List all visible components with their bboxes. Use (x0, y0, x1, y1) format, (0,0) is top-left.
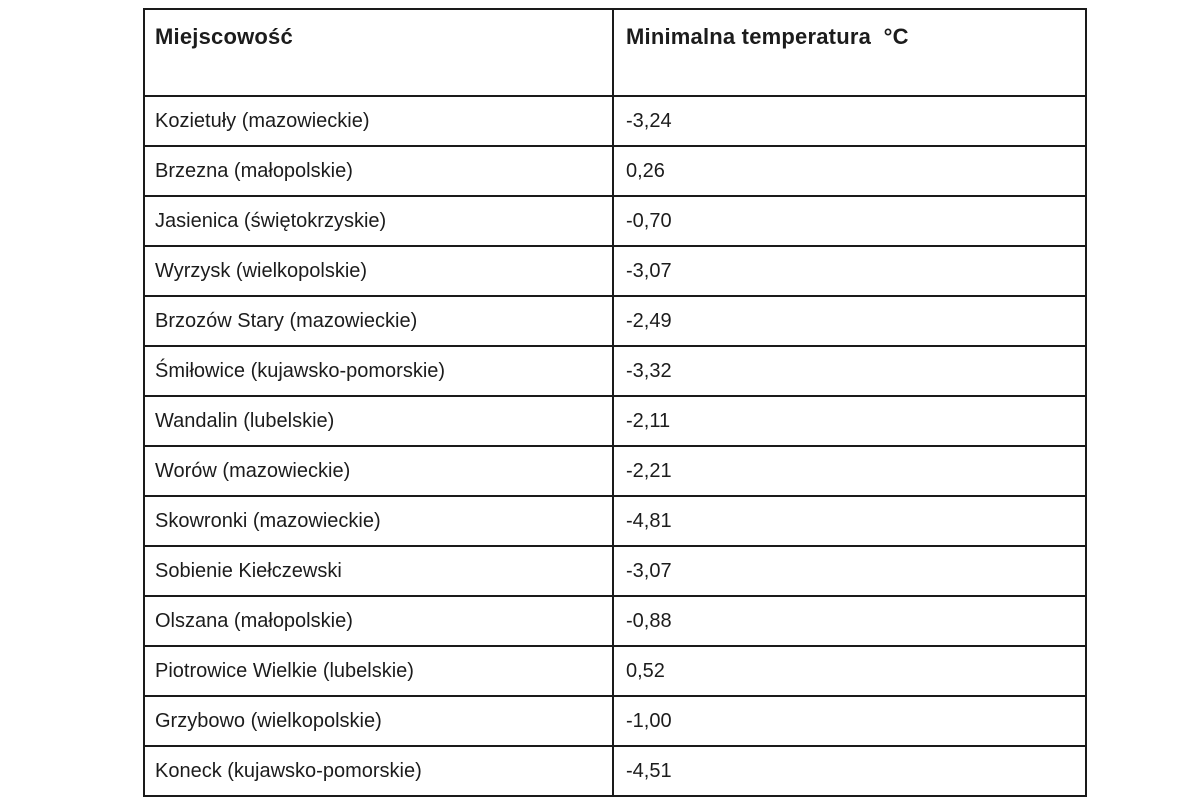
min-temperature-cell: -3,07 (612, 245, 1087, 297)
table-row: Sobienie Kiełczewski -3,07 (143, 545, 1087, 597)
min-temperature-cell: 0,52 (612, 645, 1087, 697)
table-row: Wyrzysk (wielkopolskie) -3,07 (143, 245, 1087, 297)
locality-cell: Wyrzysk (wielkopolskie) (143, 245, 614, 297)
min-temperature-cell: -2,11 (612, 395, 1087, 447)
min-temperature-cell: -0,70 (612, 195, 1087, 247)
min-temperature-cell: -3,07 (612, 545, 1087, 597)
table-row: Brzozów Stary (mazowieckie) -2,49 (143, 295, 1087, 347)
locality-cell: Wandalin (lubelskie) (143, 395, 614, 447)
min-temperature-cell: -2,49 (612, 295, 1087, 347)
table-row: Skowronki (mazowieckie) -4,81 (143, 495, 1087, 547)
table-row: Kozietuły (mazowieckie) -3,24 (143, 95, 1087, 147)
min-temperature-cell: -3,32 (612, 345, 1087, 397)
locality-cell: Śmiłowice (kujawsko-pomorskie) (143, 345, 614, 397)
min-temperature-cell: -0,88 (612, 595, 1087, 647)
table-row: Wandalin (lubelskie) -2,11 (143, 395, 1087, 447)
table-row: Olszana (małopolskie) -0,88 (143, 595, 1087, 647)
table-row: Śmiłowice (kujawsko-pomorskie) -3,32 (143, 345, 1087, 397)
locality-cell: Olszana (małopolskie) (143, 595, 614, 647)
min-temperature-cell: -1,00 (612, 695, 1087, 747)
header-row: Miejscowość Minimalna temperatura °C (143, 8, 1087, 97)
locality-cell: Koneck (kujawsko-pomorskie) (143, 745, 614, 797)
min-temperature-cell: -2,21 (612, 445, 1087, 497)
table-body: Kozietuły (mazowieckie) -3,24 Brzezna (m… (143, 95, 1087, 797)
locality-cell: Brzozów Stary (mazowieckie) (143, 295, 614, 347)
locality-cell: Worów (mazowieckie) (143, 445, 614, 497)
locality-cell: Piotrowice Wielkie (lubelskie) (143, 645, 614, 697)
temperature-table: Miejscowość Minimalna temperatura °C Koz… (143, 8, 1087, 797)
locality-cell: Jasienica (świętokrzyskie) (143, 195, 614, 247)
table-row: Brzezna (małopolskie) 0,26 (143, 145, 1087, 197)
table-row: Grzybowo (wielkopolskie) -1,00 (143, 695, 1087, 747)
column-header-locality: Miejscowość (143, 8, 614, 97)
min-temperature-cell: -4,81 (612, 495, 1087, 547)
temperature-table-container: Miejscowość Minimalna temperatura °C Koz… (143, 8, 1087, 797)
table-row: Koneck (kujawsko-pomorskie) -4,51 (143, 745, 1087, 797)
locality-cell: Kozietuły (mazowieckie) (143, 95, 614, 147)
min-temperature-cell: 0,26 (612, 145, 1087, 197)
locality-cell: Grzybowo (wielkopolskie) (143, 695, 614, 747)
locality-cell: Brzezna (małopolskie) (143, 145, 614, 197)
min-temperature-cell: -3,24 (612, 95, 1087, 147)
table-row: Worów (mazowieckie) -2,21 (143, 445, 1087, 497)
table-row: Jasienica (świętokrzyskie) -0,70 (143, 195, 1087, 247)
locality-cell: Sobienie Kiełczewski (143, 545, 614, 597)
locality-cell: Skowronki (mazowieckie) (143, 495, 614, 547)
column-header-min-temperature: Minimalna temperatura °C (612, 8, 1087, 97)
table-header: Miejscowość Minimalna temperatura °C (143, 8, 1087, 97)
table-row: Piotrowice Wielkie (lubelskie) 0,52 (143, 645, 1087, 697)
min-temperature-cell: -4,51 (612, 745, 1087, 797)
